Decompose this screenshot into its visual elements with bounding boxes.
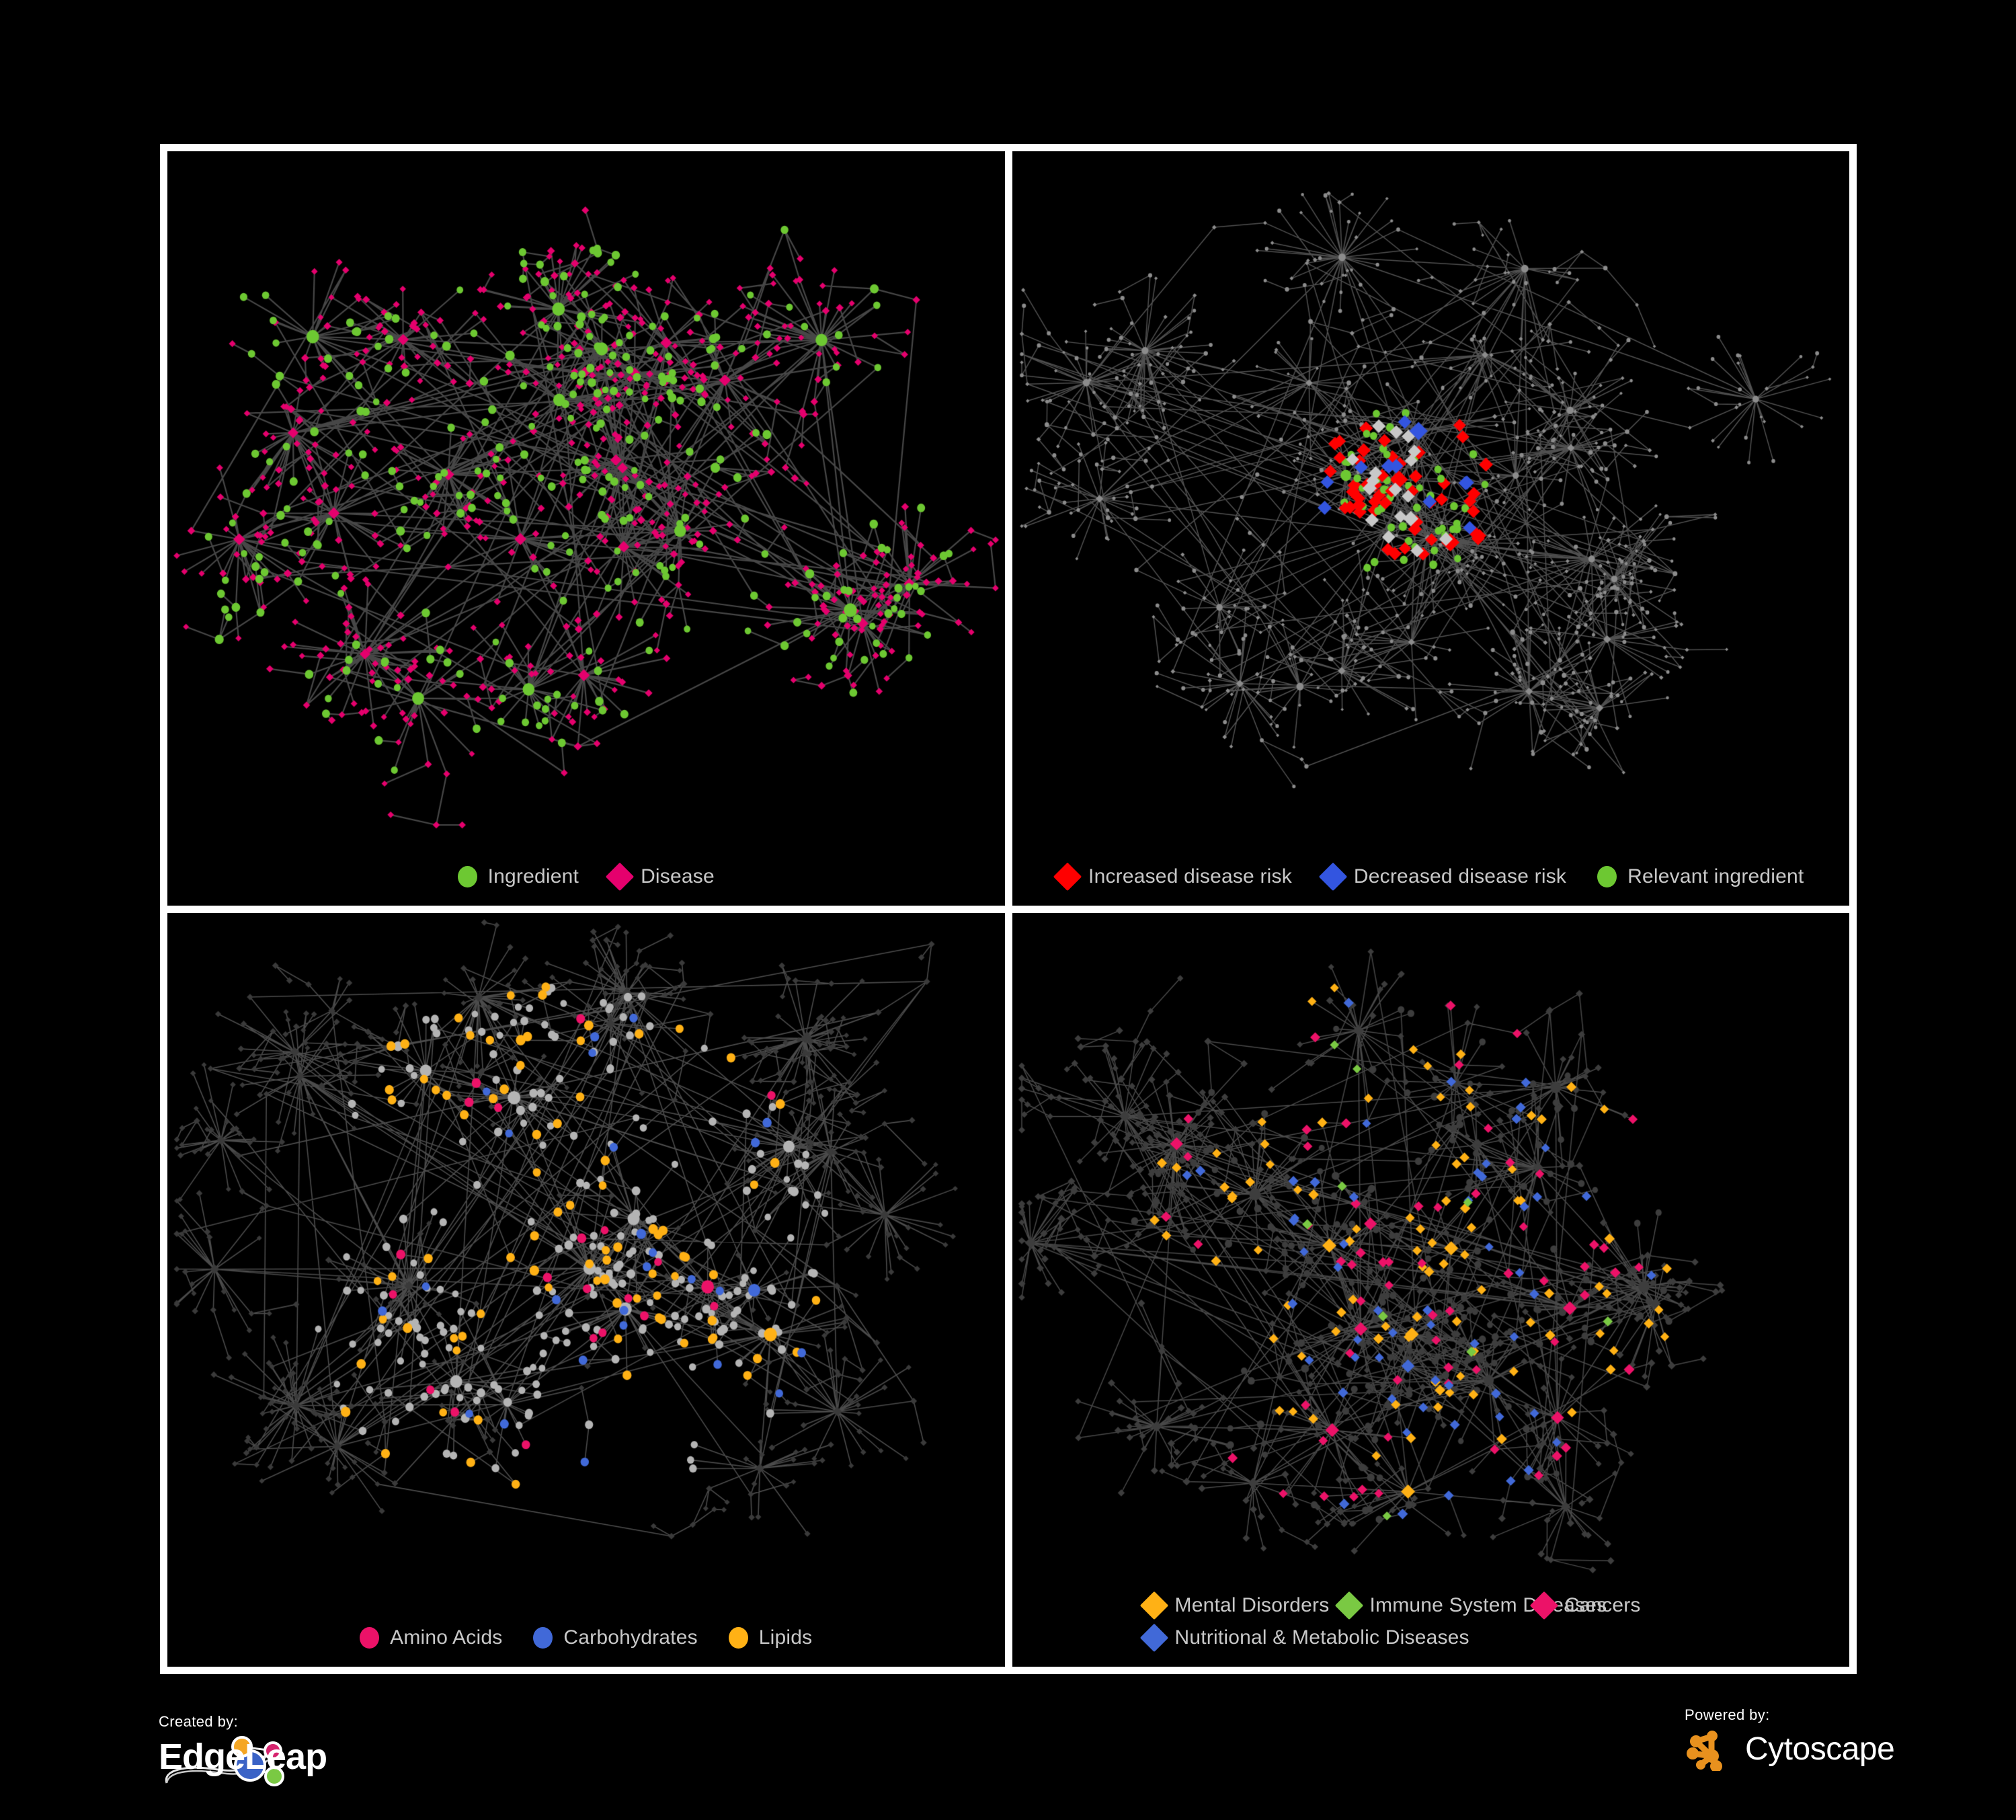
lipids-circle-icon: [728, 1627, 748, 1649]
edgeleap-logo[interactable]: EdgeLeap: [159, 1732, 360, 1788]
edgeleap-node-green: [264, 1766, 284, 1786]
legend-label-immune-system-diseases: Immune System Diseases: [1369, 1594, 1607, 1616]
relevant-ingredient-circle-icon: [1597, 865, 1617, 887]
nutritional-metabolic-diseases-diamond-icon: [1139, 1623, 1168, 1653]
legend-label-decreased-disease-risk: Decreased disease risk: [1353, 865, 1567, 887]
legend-item-immune-system-diseases[interactable]: Immune System Diseases: [1334, 1591, 1607, 1620]
network-canvas-ingredient-disease[interactable]: [167, 151, 1005, 906]
legend-label-relevant-ingredient: Relevant ingredient: [1627, 865, 1804, 887]
legend-disease-class: Mental Disorders Immune System Diseases …: [1012, 1591, 1850, 1653]
legend-item-nutritional-metabolic-diseases[interactable]: Nutritional & Metabolic Diseases: [1139, 1623, 1469, 1653]
cytoscape-logo[interactable]: Cytoscape: [1685, 1727, 1895, 1771]
cytoscape-wordmark: Cytoscape: [1745, 1731, 1895, 1767]
legend-label-nutritional-metabolic-diseases: Nutritional & Metabolic Diseases: [1174, 1626, 1469, 1649]
cancers-diamond-icon: [1529, 1591, 1558, 1620]
cytoscape-logo-graphic: [1687, 1731, 1722, 1771]
legend-label-cancers: Cancers: [1564, 1594, 1641, 1616]
legend-item-ingredient[interactable]: Ingredient: [457, 865, 579, 888]
legend-label-ingredient: Ingredient: [487, 865, 579, 887]
legend-item-carbohydrates[interactable]: Carbohydrates: [533, 1626, 698, 1649]
panel-disease-class[interactable]: Mental Disorders Immune System Diseases …: [1012, 912, 1850, 1667]
powered-by-block: Powered by:: [1685, 1706, 1895, 1771]
panel-ingredient-disease[interactable]: Ingredient Disease: [167, 151, 1005, 906]
immune-system-diseases-diamond-icon: [1334, 1591, 1363, 1620]
legend-nutrient-class: Amino Acids Carbohydrates Lipids: [167, 1626, 1005, 1649]
legend-item-mental-disorders[interactable]: Mental Disorders: [1139, 1591, 1339, 1620]
legend-label-increased-disease-risk: Increased disease risk: [1088, 865, 1292, 887]
legend-disease-risk: Increased disease risk Decreased disease…: [1012, 862, 1850, 891]
legend-item-increased-disease-risk[interactable]: Increased disease risk: [1053, 862, 1292, 891]
legend-label-lipids: Lipids: [758, 1626, 813, 1649]
powered-by-caption: Powered by:: [1685, 1706, 1770, 1723]
legend-label-carbohydrates: Carbohydrates: [563, 1626, 698, 1649]
increased-risk-diamond-icon: [1053, 862, 1082, 891]
legend-item-amino-acids[interactable]: Amino Acids: [360, 1626, 502, 1649]
network-canvas-nutrient-class[interactable]: [167, 912, 1005, 1667]
edgeleap-node-pink: [264, 1741, 282, 1760]
legend-label-disease: Disease: [641, 865, 715, 887]
legend-item-decreased-disease-risk[interactable]: Decreased disease risk: [1318, 862, 1567, 891]
legend-label-mental-disorders: Mental Disorders: [1174, 1594, 1330, 1616]
panel-nutrient-class[interactable]: Amino Acids Carbohydrates Lipids: [167, 912, 1005, 1667]
created-by-caption: Created by:: [159, 1713, 239, 1730]
panel-grid: Ingredient Disease Increased disease ris…: [160, 144, 1857, 1674]
disease-diamond-icon: [605, 862, 635, 891]
created-by-block: Created by: EdgeLeap: [159, 1713, 360, 1788]
amino-acids-circle-icon: [360, 1627, 380, 1649]
legend-item-relevant-ingredient[interactable]: Relevant ingredient: [1597, 865, 1804, 888]
mental-disorders-diamond-icon: [1139, 1591, 1168, 1620]
decreased-risk-diamond-icon: [1318, 862, 1348, 891]
legend-item-lipids[interactable]: Lipids: [728, 1626, 813, 1649]
panel-disease-risk[interactable]: Increased disease risk Decreased disease…: [1012, 151, 1850, 906]
footer: Created by: EdgeLeap P: [0, 1681, 2016, 1820]
ingredient-circle-icon: [457, 865, 477, 887]
legend-item-disease[interactable]: Disease: [605, 862, 715, 891]
legend-ingredient-disease: Ingredient Disease: [167, 862, 1005, 891]
legend-item-cancers[interactable]: Cancers: [1529, 1591, 1729, 1620]
edgeleap-logo-graphic: [165, 1736, 284, 1786]
legend-label-amino-acids: Amino Acids: [390, 1626, 503, 1649]
edgeleap-wordmark: EdgeLeap: [159, 1737, 327, 1777]
edgeleap-node-orange: [231, 1736, 253, 1757]
network-canvas-disease-risk[interactable]: [1012, 151, 1849, 906]
carbohydrates-circle-icon: [533, 1627, 553, 1649]
network-canvas-disease-class[interactable]: [1012, 912, 1849, 1667]
